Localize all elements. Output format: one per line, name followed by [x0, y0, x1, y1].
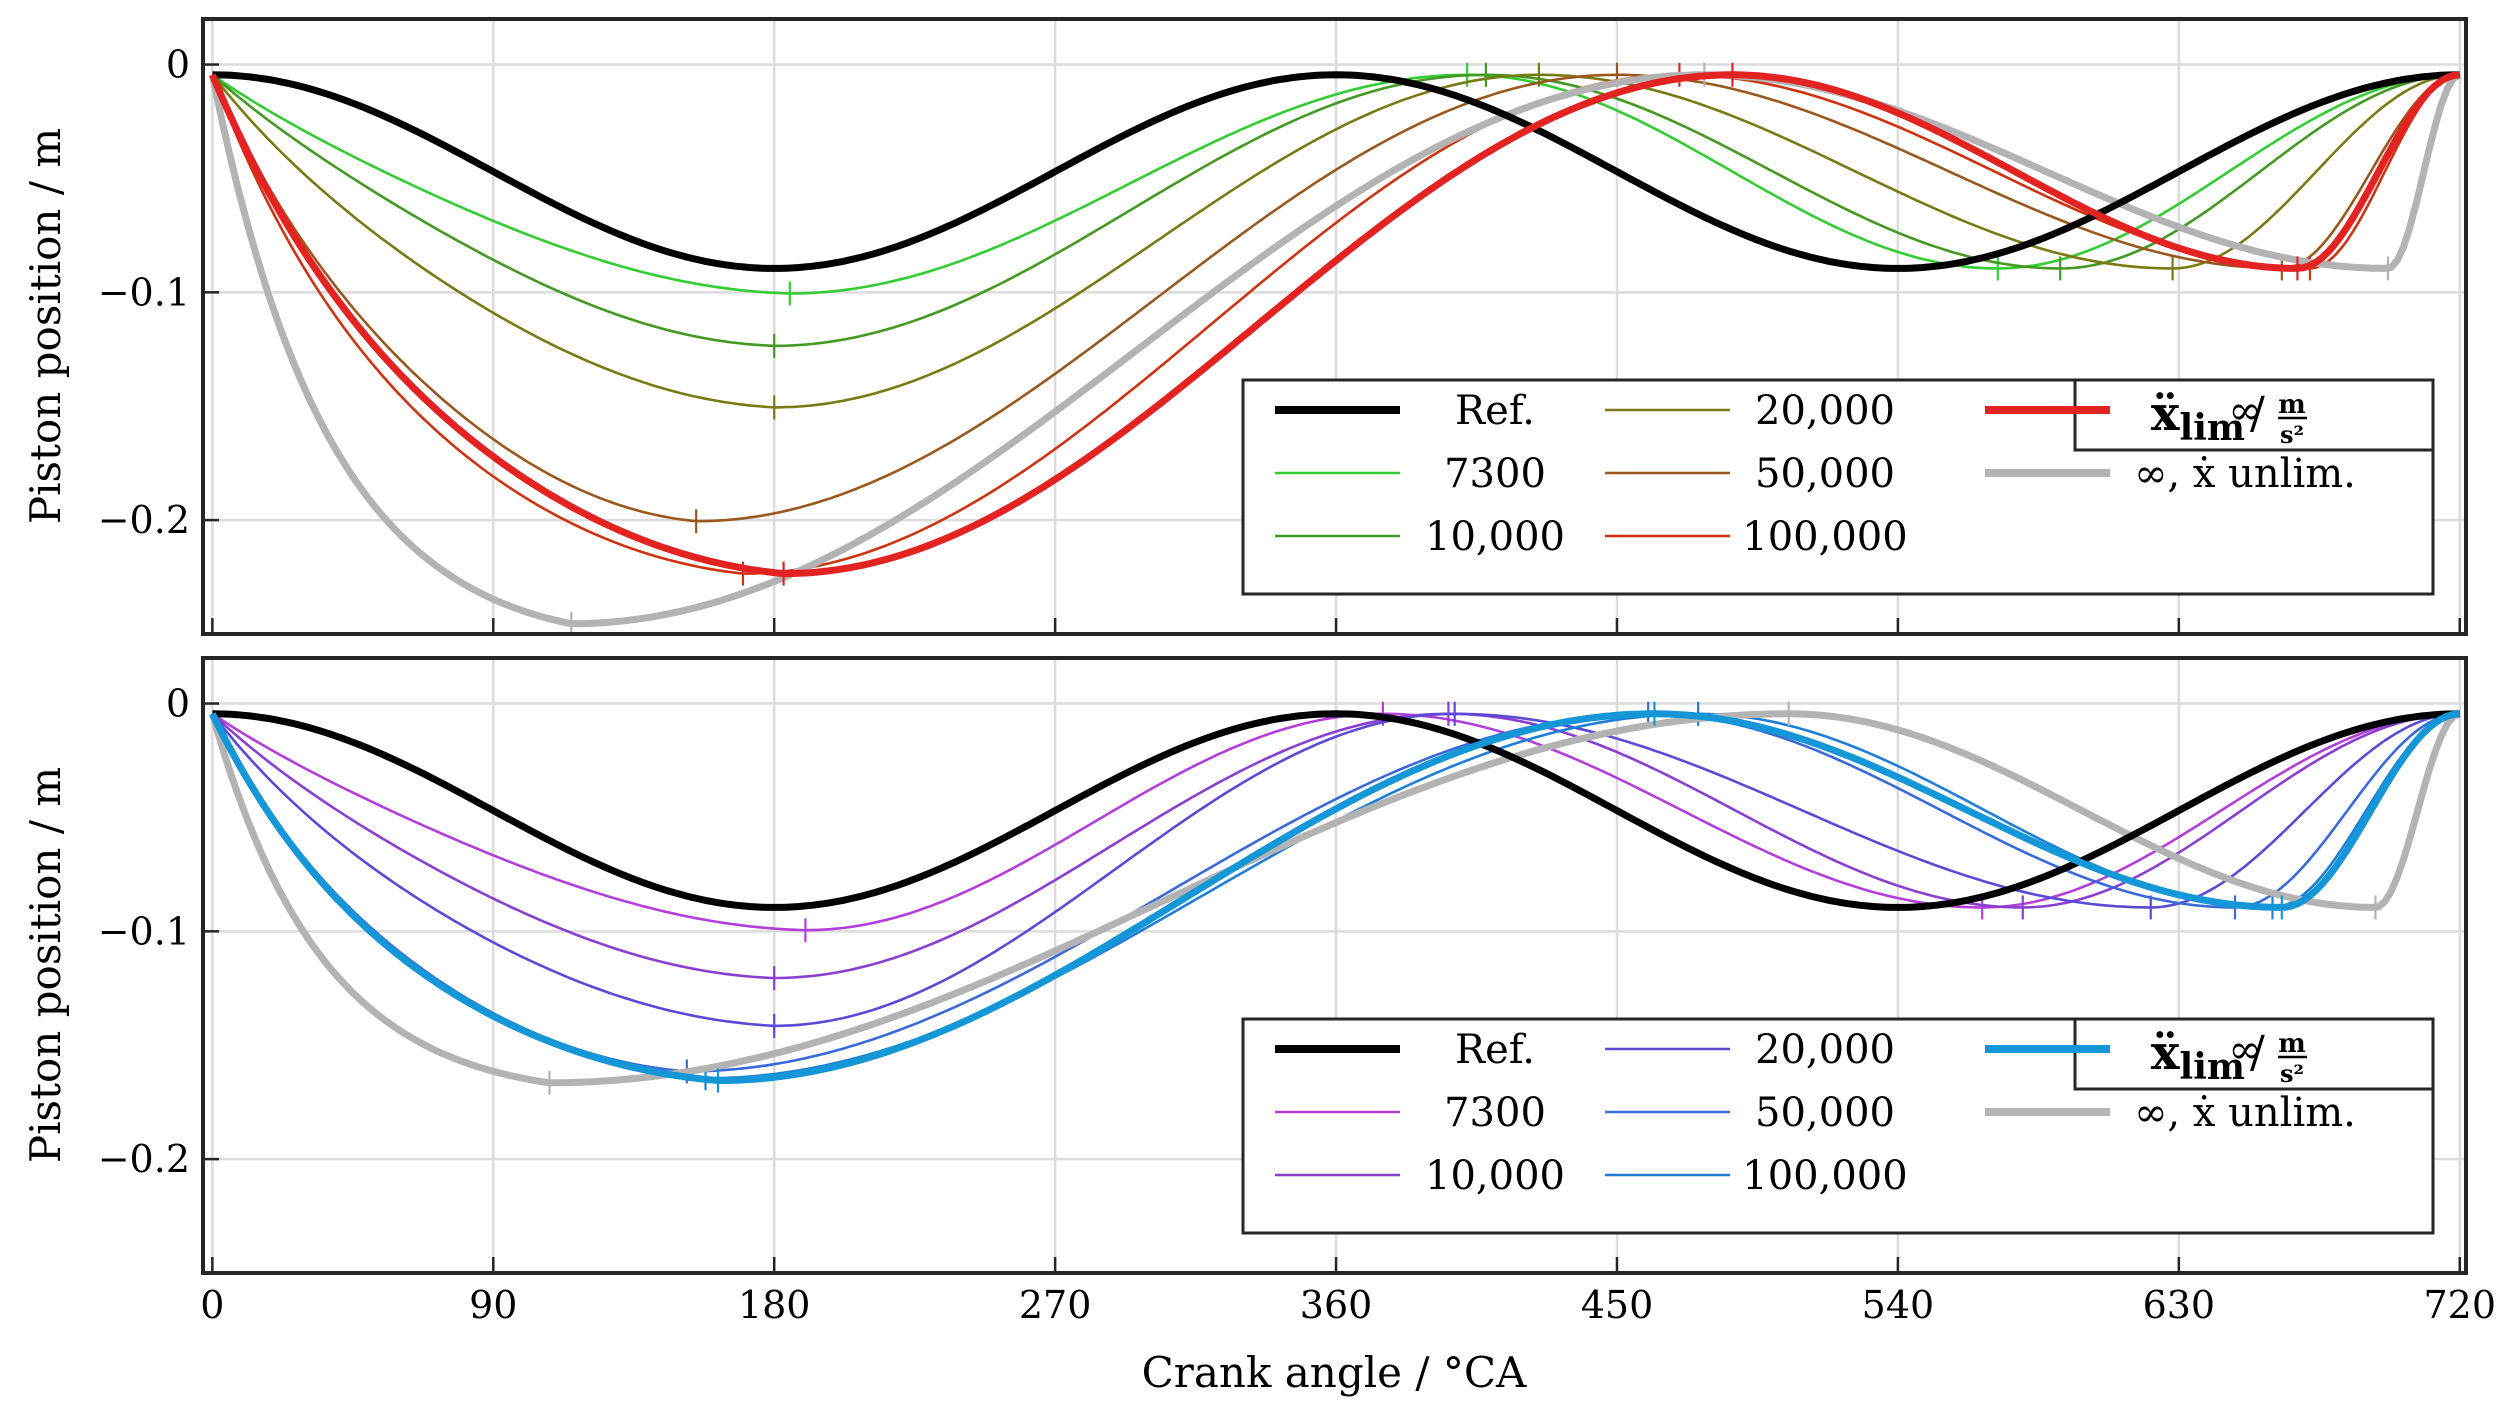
bot-y-tick-label: −0.1 [98, 909, 190, 953]
top-y-tick-label: 0 [166, 43, 190, 87]
top-legend-header-symbol: ẍ [2151, 386, 2180, 442]
bot-legend-label: Ref. [1455, 1027, 1535, 1073]
bottom-y-tick-labels: 0 −0.1 −0.2 [98, 682, 190, 1182]
bot-series-line [212, 710, 2460, 911]
bot-series-line [209, 710, 2461, 1084]
top-legend-label: ∞ [2228, 388, 2261, 434]
bottom-legend-header: ẍlim [2151, 1025, 2245, 1088]
top-legend-label: 20,000 [1755, 388, 1895, 434]
bot-legend-label: 50,000 [1755, 1090, 1895, 1136]
top-legend-header-unit-den: s² [2280, 420, 2304, 449]
bottom-legend-header-box [2073, 1017, 2435, 1091]
top-legend-label: ∞, ẋ unlim. [2134, 451, 2356, 497]
top-legend-header-unit-num: m [2278, 390, 2306, 420]
bot-x-tick-label: 270 [1019, 1283, 1092, 1327]
top-axes-frame [201, 17, 2468, 636]
bot-legend-label: 10,000 [1425, 1153, 1565, 1199]
bot-y-tick-label: −0.2 [98, 1137, 190, 1181]
top-legend-label: 7300 [1444, 451, 1546, 497]
top-series-line [211, 73, 2460, 295]
top-y-axis-label: Piston position / m [21, 128, 70, 524]
bottom-legend-header-symbol: ẍ [2151, 1025, 2180, 1081]
bot-legend-label: ∞ [2228, 1027, 2261, 1073]
bottom-axes-frame [201, 656, 2468, 1275]
bottom-legend-header-slash: / [2250, 1027, 2265, 1078]
bottom-legend: Ref. 7300 10,000 20,000 50,000 100,000 ∞ ∞, ẋ u… [1241, 1017, 2435, 1235]
bot-x-tick-label: 360 [1300, 1283, 1373, 1327]
bottom-legend-items: Ref. 7300 10,000 20,000 50,000 100,000 ∞ ∞, ẋ u… [1275, 1027, 2356, 1199]
bot-x-tick-label: 90 [469, 1283, 517, 1327]
top-series-line [212, 71, 2460, 272]
top-panel: 0 −0.1 −0.2 Piston position / m Ref. 7300 10… [21, 17, 2468, 636]
bot-x-tick-label: 180 [738, 1283, 811, 1327]
top-y-tick-label: −0.2 [98, 498, 190, 542]
top-legend-label: Ref. [1455, 388, 1535, 434]
bot-series-line [211, 712, 2460, 980]
bot-legend-label: 20,000 [1755, 1027, 1895, 1073]
top-lines [208, 62, 2462, 636]
top-series-line [209, 71, 2461, 578]
bottom-panel: 0 −0.1 −0.2 0 90 180 270 360 450 540 630 720 Pisto… [21, 656, 2496, 1397]
bot-x-tick-label: 450 [1581, 1283, 1654, 1327]
bot-series-line [211, 712, 2460, 1028]
bot-x-tick-label: 630 [2143, 1283, 2216, 1327]
top-y-tick-label: −0.1 [98, 270, 190, 314]
top-series-line [211, 73, 2460, 409]
bottom-lines [209, 701, 2462, 1095]
bottom-legend-header-subscript: lim [2180, 1046, 2245, 1088]
top-series-line [211, 73, 2460, 348]
bottom-x-axis-label: Crank angle / °CA [1142, 1348, 1527, 1397]
top-legend-label: 100,000 [1742, 514, 1907, 560]
top-legend-header: ẍlim [2151, 386, 2245, 449]
bot-legend-label: 7300 [1444, 1090, 1546, 1136]
top-legend-header-box [2073, 378, 2435, 452]
bottom-y-axis-label: Piston position / m [21, 767, 70, 1163]
bot-x-tick-label: 540 [1862, 1283, 1935, 1327]
bot-x-tick-label: 0 [200, 1283, 224, 1327]
top-legend-label: 10,000 [1425, 514, 1565, 560]
bot-series-line [209, 710, 2462, 1087]
top-y-tick-labels: 0 −0.1 −0.2 [98, 43, 190, 543]
top-series-line [208, 71, 2462, 628]
top-legend-label: 50,000 [1755, 451, 1895, 497]
bot-legend-label: 100,000 [1742, 1153, 1907, 1199]
bot-y-tick-label: 0 [166, 682, 190, 726]
top-legend-header-subscript: lim [2180, 407, 2245, 449]
bot-legend-label: ∞, ẋ unlim. [2134, 1090, 2356, 1136]
top-legend-header-slash: / [2250, 388, 2265, 439]
top-legend: Ref. 7300 10,000 20,000 50,000 100,000 ∞ ∞, ẋ u… [1241, 378, 2435, 596]
top-series-line [211, 73, 2460, 575]
top-legend-items: Ref. 7300 10,000 20,000 50,000 100,000 ∞ ∞, ẋ u… [1275, 388, 2356, 560]
bottom-legend-header-unit-num: m [2278, 1029, 2306, 1059]
bottom-x-tick-labels: 0 90 180 270 360 450 540 630 720 [200, 1283, 2496, 1327]
bottom-legend-header-unit-den: s² [2280, 1059, 2304, 1088]
top-series-line [211, 73, 2460, 523]
bot-x-tick-label: 720 [2423, 1283, 2496, 1327]
